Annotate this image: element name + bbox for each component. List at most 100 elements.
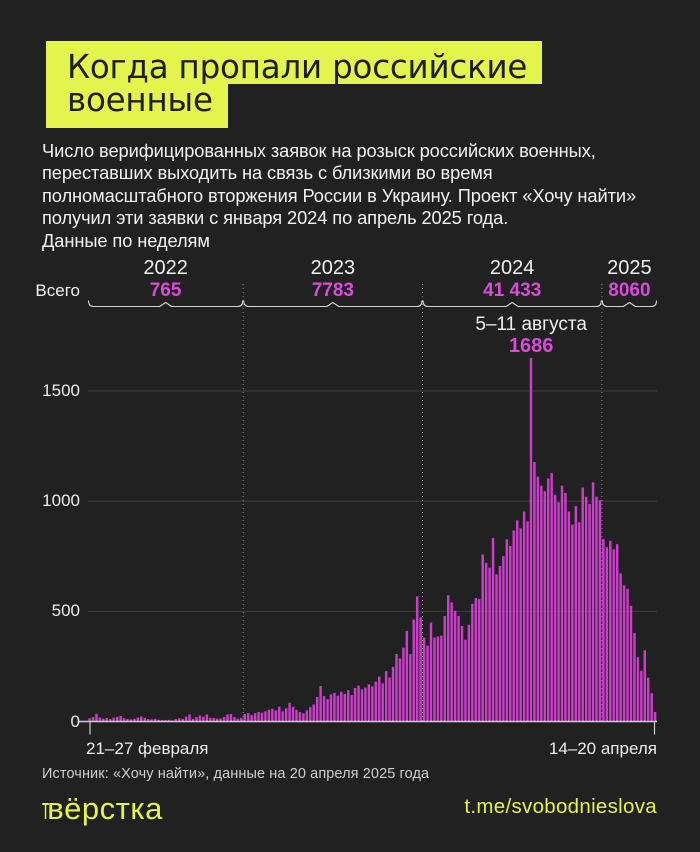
week-bar bbox=[188, 714, 191, 722]
week-bar bbox=[367, 684, 371, 722]
week-bar bbox=[581, 487, 584, 722]
week-bar bbox=[605, 547, 609, 722]
week-bar bbox=[295, 709, 298, 722]
week-bar bbox=[640, 670, 643, 722]
week-bar bbox=[319, 686, 322, 722]
week-bar bbox=[519, 528, 522, 722]
year-label-2024: 2024 bbox=[489, 257, 535, 279]
week-bar bbox=[153, 718, 157, 722]
subtitle: Число верифицированных заявок на розыск … bbox=[42, 140, 637, 251]
week-bar bbox=[229, 714, 233, 722]
week-bar bbox=[650, 693, 653, 722]
week-bar bbox=[395, 654, 398, 722]
week-bar bbox=[215, 718, 219, 722]
year-label-2022: 2022 bbox=[143, 257, 188, 279]
week-bar bbox=[533, 461, 536, 722]
year-total-2023: 7783 bbox=[311, 280, 354, 301]
week-bar bbox=[529, 350, 533, 722]
week-bar bbox=[246, 713, 250, 722]
week-bar bbox=[547, 478, 550, 722]
week-bar bbox=[374, 681, 378, 722]
week-bar bbox=[629, 605, 633, 722]
week-bar bbox=[115, 716, 119, 722]
week-bar bbox=[329, 694, 333, 722]
week-bar bbox=[129, 719, 133, 722]
week-bar bbox=[433, 637, 436, 722]
week-bar bbox=[333, 692, 336, 722]
week-bar bbox=[419, 617, 422, 722]
week-bar bbox=[119, 715, 122, 722]
week-bar bbox=[398, 658, 402, 722]
week-bar bbox=[440, 635, 443, 722]
year-total-2025: 8060 bbox=[608, 280, 651, 301]
week-bar bbox=[350, 695, 353, 722]
week-bar bbox=[636, 657, 640, 722]
week-bar bbox=[619, 573, 622, 722]
y-tick-label-0: 0 bbox=[70, 711, 80, 731]
week-bar bbox=[495, 574, 498, 722]
week-bar bbox=[202, 716, 205, 722]
week-bar bbox=[243, 714, 246, 722]
week-bar bbox=[174, 719, 178, 722]
week-bar bbox=[467, 624, 471, 722]
week-bar bbox=[574, 506, 578, 722]
week-bar bbox=[122, 718, 126, 722]
week-bar bbox=[150, 719, 153, 722]
year-total-2024: 41 433 bbox=[483, 280, 542, 301]
week-bar bbox=[326, 699, 329, 722]
week-bar bbox=[609, 540, 612, 722]
year-label-2025: 2025 bbox=[607, 257, 652, 279]
week-bar bbox=[212, 717, 215, 722]
week-bar bbox=[571, 524, 574, 722]
week-bar bbox=[302, 713, 305, 722]
week-bar bbox=[164, 719, 167, 722]
year-brace bbox=[87, 300, 244, 308]
week-bar bbox=[284, 708, 288, 722]
week-bar bbox=[143, 717, 146, 722]
week-bar bbox=[484, 562, 488, 722]
week-bar bbox=[102, 718, 105, 722]
week-bar bbox=[643, 650, 647, 722]
week-bar bbox=[653, 712, 657, 722]
week-bar bbox=[633, 633, 636, 722]
telegram-handle[interactable]: t.me/svobodnieslova bbox=[464, 795, 657, 818]
week-bar bbox=[346, 690, 350, 722]
week-bar bbox=[391, 666, 395, 722]
week-bar bbox=[95, 713, 98, 722]
week-bar bbox=[371, 686, 374, 722]
week-bar bbox=[598, 500, 602, 722]
week-bar bbox=[195, 717, 198, 722]
week-bar bbox=[178, 718, 181, 722]
year-brace bbox=[243, 300, 423, 308]
week-bar bbox=[647, 677, 650, 722]
week-bar bbox=[98, 717, 102, 722]
week-bar bbox=[112, 717, 115, 722]
week-bar bbox=[226, 714, 229, 722]
week-bar bbox=[588, 504, 591, 722]
year-total-2022: 765 bbox=[149, 280, 182, 301]
week-bar bbox=[564, 493, 567, 722]
week-bar bbox=[595, 496, 598, 722]
week-bar bbox=[505, 539, 509, 722]
week-bar bbox=[464, 639, 467, 722]
brand-logo-text: вёрстка bbox=[47, 791, 163, 826]
week-bar bbox=[157, 719, 160, 722]
week-bar bbox=[205, 714, 209, 722]
week-bar bbox=[478, 599, 481, 722]
page-title: Когда пропали российские военные bbox=[46, 41, 543, 128]
week-bar bbox=[498, 565, 502, 722]
title-block: Когда пропали российские военные bbox=[46, 41, 543, 128]
week-bar bbox=[622, 585, 626, 722]
week-bar bbox=[274, 710, 278, 722]
week-bar bbox=[402, 647, 405, 722]
week-bar bbox=[315, 697, 319, 722]
week-bar bbox=[591, 482, 595, 722]
week-bar bbox=[181, 718, 184, 722]
week-bar bbox=[291, 706, 295, 722]
source-note: Источник: «Хочу найти», данные на 20 апр… bbox=[42, 766, 430, 782]
week-bar bbox=[88, 718, 91, 722]
week-bar bbox=[584, 496, 588, 722]
brand-logo: твёрстка bbox=[42, 792, 163, 826]
total-axis-label: Всего bbox=[35, 281, 80, 300]
week-bar bbox=[522, 511, 526, 722]
